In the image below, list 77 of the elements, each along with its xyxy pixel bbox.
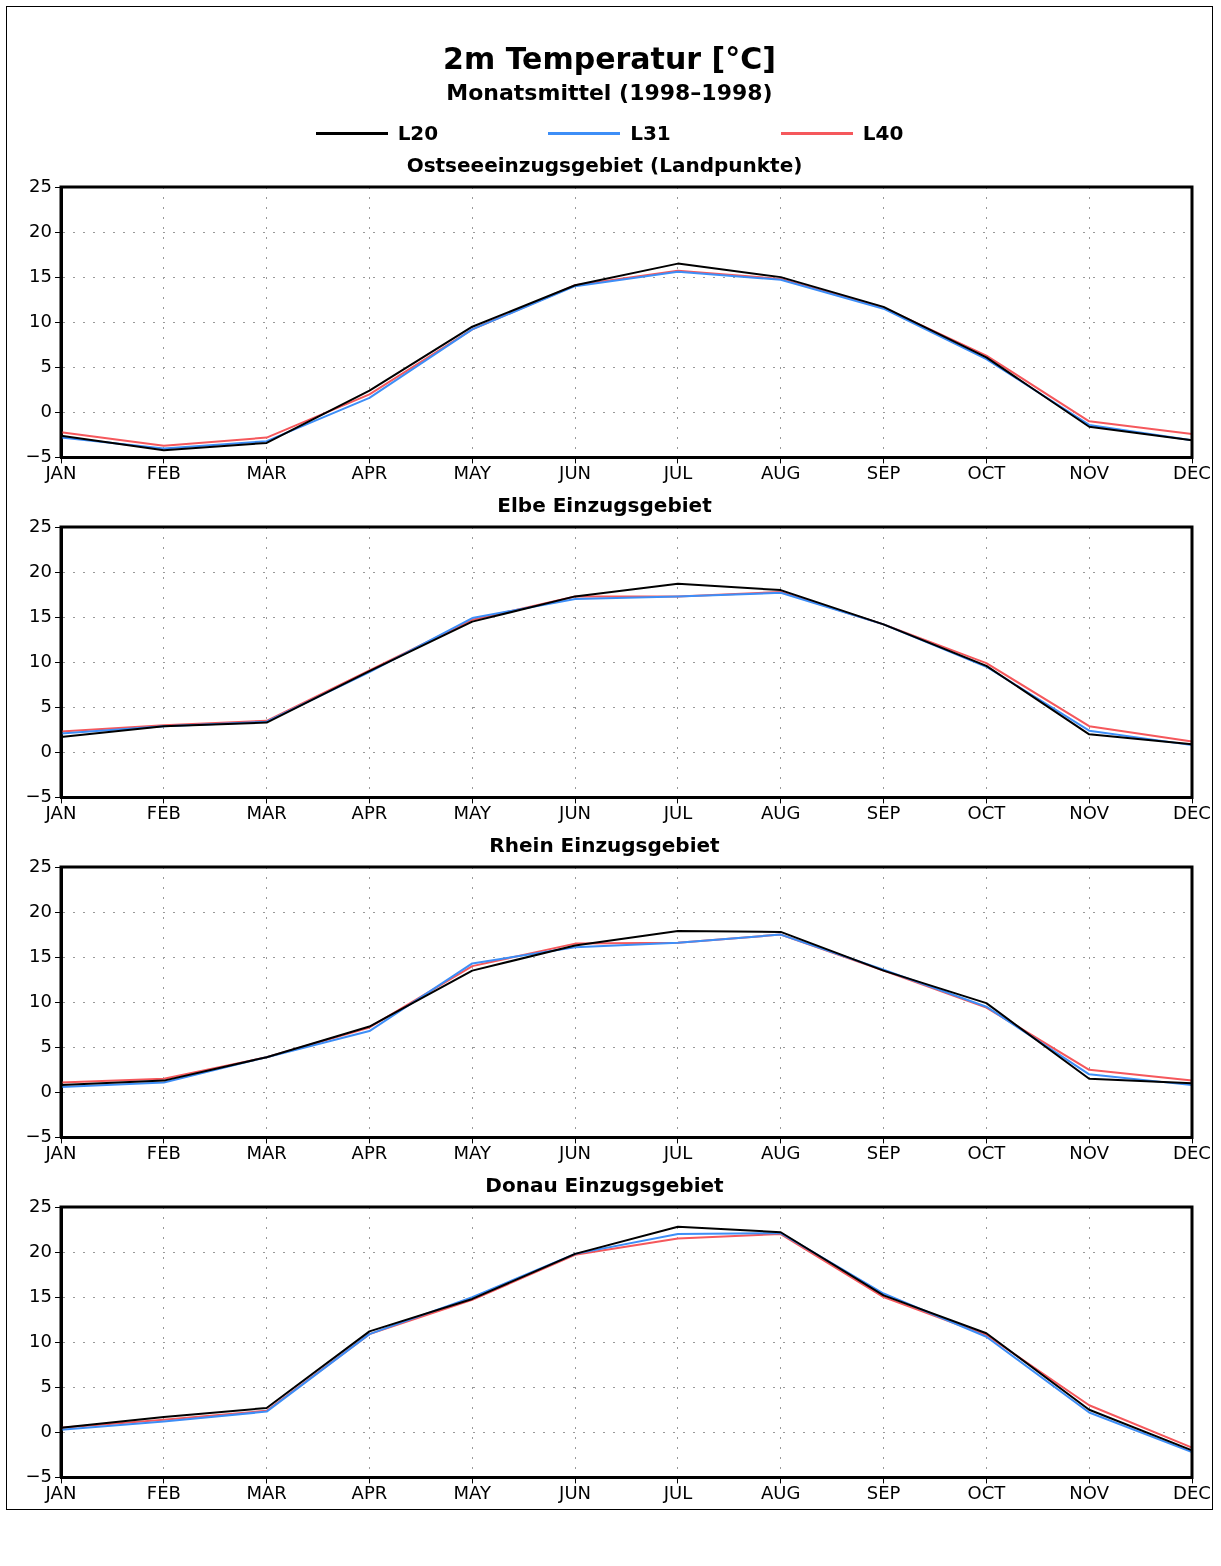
y-tick-label: 15 — [29, 1284, 52, 1306]
x-tick-label: DEC — [1173, 461, 1211, 483]
x-tick-label: NOV — [1069, 461, 1110, 483]
x-tick-label: MAY — [453, 1141, 492, 1163]
x-tick-label: FEB — [146, 461, 181, 483]
x-tick-label: SEP — [866, 1481, 901, 1503]
x-tick-label: MAR — [246, 1481, 287, 1503]
chart-title: Elbe Einzugsgebiet — [497, 493, 713, 518]
y-tick-label: 25 — [29, 1194, 52, 1216]
x-tick-label: AUG — [761, 1481, 801, 1503]
y-tick-label: 25 — [29, 514, 52, 536]
x-tick-label: JUL — [662, 1141, 693, 1163]
y-tick-label: 10 — [29, 989, 52, 1011]
y-tick-label: 15 — [29, 264, 52, 286]
x-tick-label: NOV — [1069, 1141, 1110, 1163]
x-tick-label: DEC — [1173, 1481, 1211, 1503]
y-tick-label: 5 — [40, 1034, 52, 1056]
chart-title: Rhein Einzugsgebiet — [489, 833, 721, 858]
x-tick-label: JUN — [558, 801, 592, 823]
x-tick-label: MAY — [453, 801, 492, 823]
y-tick-label: 20 — [29, 899, 52, 921]
y-tick-label: 25 — [29, 854, 52, 876]
x-tick-label: APR — [351, 461, 388, 483]
x-tick-label: MAY — [453, 461, 492, 483]
x-tick-label: JUL — [662, 1481, 693, 1503]
x-tick-label: JUL — [662, 801, 693, 823]
x-tick-label: OCT — [967, 1481, 1007, 1503]
x-tick-label: DEC — [1173, 801, 1211, 823]
chart-title: Donau Einzugsgebiet — [485, 1173, 725, 1198]
y-tick-label: 10 — [29, 1329, 52, 1351]
y-tick-label: 0 — [40, 1080, 52, 1102]
y-tick-label: 15 — [29, 604, 52, 626]
y-tick-label: 0 — [40, 1420, 52, 1442]
x-tick-label: SEP — [866, 801, 901, 823]
y-tick-label: 10 — [29, 309, 52, 331]
x-tick-label: NOV — [1069, 1481, 1110, 1503]
x-tick-label: FEB — [146, 1481, 181, 1503]
x-tick-label: APR — [351, 801, 388, 823]
x-tick-label: OCT — [967, 1141, 1007, 1163]
x-tick-label: JUN — [558, 461, 592, 483]
x-tick-label: MAR — [246, 461, 287, 483]
x-tick-label: JUN — [558, 1481, 592, 1503]
x-tick-label: APR — [351, 1141, 388, 1163]
x-tick-label: MAR — [246, 801, 287, 823]
y-tick-label: 0 — [40, 400, 52, 422]
x-tick-label: OCT — [967, 461, 1007, 483]
x-tick-label: SEP — [866, 461, 901, 483]
legend-label: L40 — [862, 121, 904, 145]
x-tick-label: FEB — [146, 1141, 181, 1163]
chart-title: Ostseeeinzugsgebiet (Landpunkte) — [406, 153, 803, 178]
x-tick-label: DEC — [1173, 1141, 1211, 1163]
text: 2m Temperatur [°C] — [442, 41, 777, 76]
legend-label: L20 — [397, 121, 439, 145]
y-tick-label: 25 — [29, 174, 52, 196]
x-tick-label: JUL — [662, 461, 693, 483]
x-tick-label: OCT — [967, 801, 1007, 823]
y-tick-label: 20 — [29, 1239, 52, 1261]
x-tick-label: MAY — [453, 1481, 492, 1503]
x-tick-label: MAR — [246, 1141, 287, 1163]
legend-label: L31 — [630, 121, 671, 145]
y-tick-label: 15 — [29, 944, 52, 966]
y-tick-label: 0 — [40, 740, 52, 762]
y-tick-label: 5 — [40, 354, 52, 376]
x-tick-label: NOV — [1069, 801, 1110, 823]
x-tick-label: AUG — [761, 801, 801, 823]
text: Monatsmittel (1998–1998) — [445, 80, 774, 105]
x-tick-label: AUG — [761, 461, 801, 483]
x-tick-label: SEP — [866, 1141, 901, 1163]
x-tick-label: JUN — [558, 1141, 592, 1163]
x-tick-label: AUG — [761, 1141, 801, 1163]
y-tick-label: 5 — [40, 1374, 52, 1396]
x-tick-label: FEB — [146, 801, 181, 823]
y-tick-label: 5 — [40, 694, 52, 716]
y-tick-label: 10 — [29, 649, 52, 671]
x-tick-label: APR — [351, 1481, 388, 1503]
y-tick-label: 20 — [29, 559, 52, 581]
y-tick-label: 20 — [29, 219, 52, 241]
